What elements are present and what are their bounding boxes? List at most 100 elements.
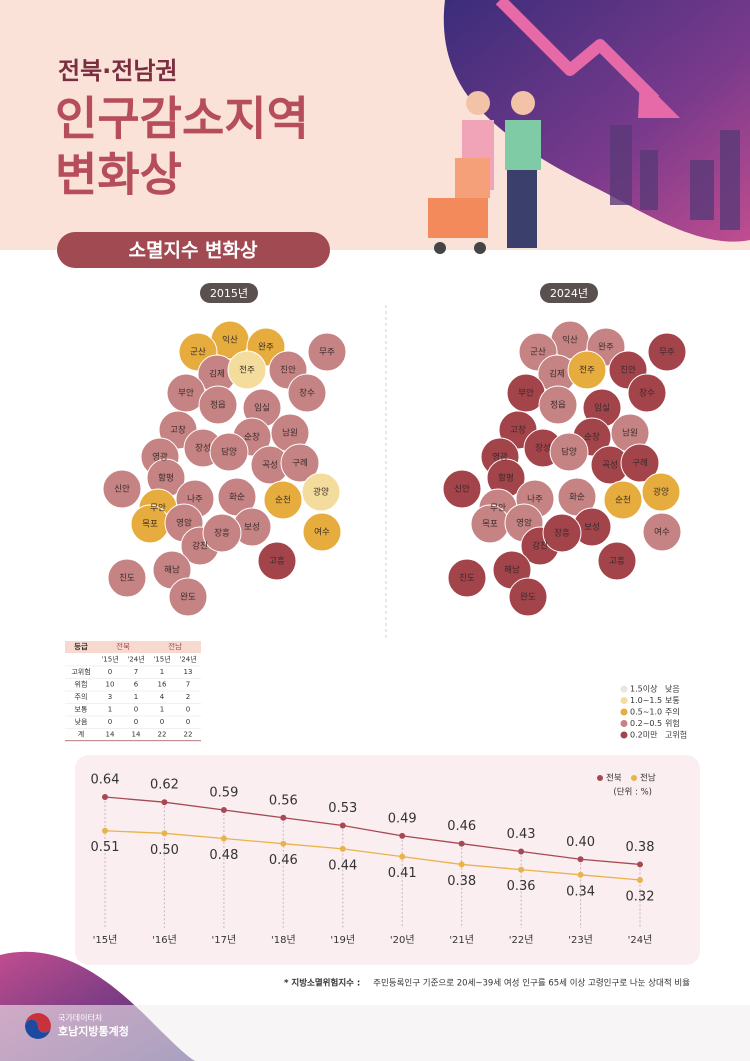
table-cell: 13 <box>184 668 193 676</box>
table-cell: 낮음 <box>75 717 88 726</box>
table-header: 등급 <box>74 642 88 651</box>
legend-range: 1.5이상 <box>630 684 658 694</box>
table-cell: 0 <box>186 718 190 726</box>
table-cell: 2 <box>186 693 190 701</box>
table-cell: 계 <box>78 730 84 739</box>
region-name: 영암 <box>176 518 192 529</box>
section-title: 소멸지수 변화상 <box>129 240 258 262</box>
table-subheader: '24년 <box>179 655 196 664</box>
region-name: 목포 <box>142 520 158 530</box>
data-label: 0.43 <box>507 827 536 842</box>
data-point <box>280 840 287 847</box>
data-point <box>518 848 525 855</box>
decline-arrow <box>495 0 660 105</box>
region-name: 순창 <box>244 433 260 443</box>
logo-red <box>25 1013 51 1033</box>
legend-grade: 낮음 <box>665 684 680 694</box>
table-cell: 1 <box>134 693 138 701</box>
region-name: 장성 <box>195 443 211 454</box>
header-subtitle: 전북·전남권 <box>58 57 178 85</box>
region-name: 보성 <box>244 523 260 533</box>
region-name: 고흥 <box>269 556 285 567</box>
region-name: 곡성 <box>262 461 278 471</box>
table-cell: 22 <box>184 731 193 739</box>
region <box>447 558 487 598</box>
legend-grade: 위험 <box>665 719 680 728</box>
table-cell: 14 <box>132 731 141 739</box>
table-cell: 0 <box>160 718 164 726</box>
region-name: 전주 <box>239 365 255 376</box>
region-name: 곡성 <box>602 461 618 471</box>
region <box>620 443 660 483</box>
map-label: 2024년 <box>550 287 588 300</box>
table-subheader: '15년 <box>101 655 118 664</box>
city <box>610 125 740 230</box>
data-point <box>399 832 406 839</box>
region-name: 구례 <box>632 458 648 469</box>
region-name: 함평 <box>498 473 514 484</box>
region-name: 무주 <box>659 348 675 358</box>
legend-swatch <box>620 720 628 727</box>
region-name: 김제 <box>549 369 565 380</box>
legend-label: 전남 <box>640 773 656 784</box>
region-name: 담양 <box>561 447 577 458</box>
table-cell: 4 <box>160 693 165 701</box>
region-name: 무안 <box>490 503 506 514</box>
region <box>302 512 342 552</box>
header-title: 인구감소지역 <box>55 92 309 146</box>
footer-band <box>0 1005 750 1061</box>
data-point <box>102 827 108 834</box>
region <box>597 541 637 581</box>
region <box>647 332 687 372</box>
region-name: 강진 <box>192 541 208 552</box>
region <box>641 472 681 512</box>
region-name: 부안 <box>178 388 194 399</box>
x-tick-label: '23년 <box>568 934 593 946</box>
region <box>198 385 238 425</box>
header-title: 변화상 <box>55 148 182 202</box>
night-sky <box>443 0 750 242</box>
region-name: 함평 <box>158 473 174 484</box>
region-name: 영광 <box>492 452 508 463</box>
region-name: 임실 <box>594 403 610 414</box>
table-cell: 0 <box>108 668 112 676</box>
map-label-pill <box>540 283 598 303</box>
legend-range: 0.2~0.5 <box>630 719 662 728</box>
table-cell: 1 <box>160 668 164 676</box>
data-label: 0.41 <box>388 866 417 881</box>
table-cell: 0 <box>186 706 190 714</box>
region-name: 임실 <box>254 403 270 414</box>
x-tick-label: '21년 <box>449 934 474 946</box>
region-name: 영암 <box>516 518 532 529</box>
region-name: 장성 <box>535 443 551 454</box>
x-tick-label: '18년 <box>271 934 296 946</box>
region <box>107 558 147 598</box>
region-name: 목포 <box>482 520 498 530</box>
data-label: 0.59 <box>209 785 238 800</box>
region-name: 담양 <box>221 447 237 458</box>
table-cell: 1 <box>108 706 112 714</box>
family-illustration <box>428 91 541 254</box>
region <box>209 432 249 472</box>
data-point <box>637 877 643 883</box>
region <box>442 469 482 509</box>
region-name: 광양 <box>313 487 329 498</box>
region <box>567 350 607 390</box>
table-header-bg <box>65 641 201 653</box>
region-name: 완주 <box>258 343 274 353</box>
region-name: 구례 <box>292 458 308 469</box>
legend-grade: 보통 <box>665 696 680 705</box>
region <box>642 512 682 552</box>
footnote-term: * 지방소멸위험지수 : <box>284 978 360 989</box>
table-cell: 주의 <box>75 692 88 701</box>
region <box>287 373 327 413</box>
data-label: 0.51 <box>91 840 120 855</box>
data-point <box>399 853 406 860</box>
data-label: 0.46 <box>447 819 476 834</box>
arrow-head <box>638 78 680 118</box>
region-name: 나주 <box>527 495 543 505</box>
region <box>508 577 548 617</box>
region-name: 여수 <box>314 527 330 538</box>
